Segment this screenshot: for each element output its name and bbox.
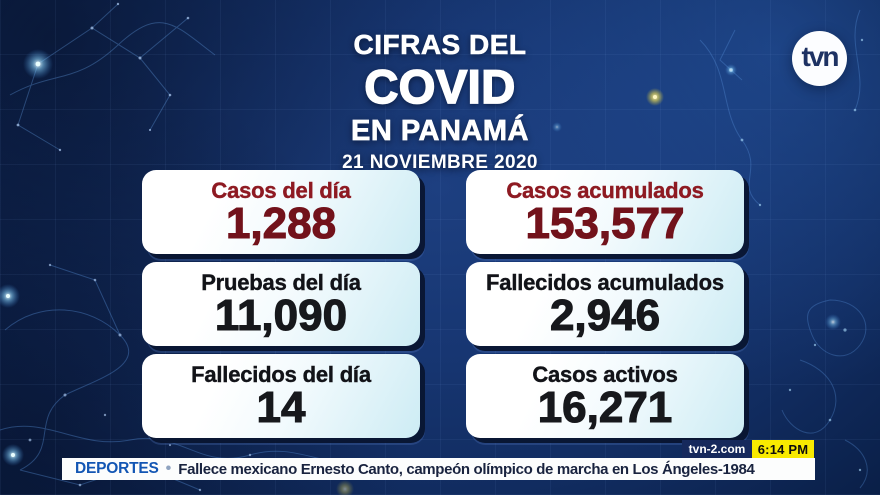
ticker-headline: Fallece mexicano Ernesto Canto, campeón … bbox=[178, 460, 755, 478]
stats-grid: Casos del día 1,288 Casos acumulados 153… bbox=[142, 170, 744, 438]
title-line-3: EN PANAMÁ bbox=[351, 115, 529, 147]
stat-value: 16,271 bbox=[537, 383, 673, 433]
tvn-logo: tvn bbox=[792, 31, 847, 86]
title-line-2: COVID bbox=[363, 60, 516, 113]
stat-card-pruebas-del-dia: Pruebas del día 11,090 bbox=[142, 262, 420, 346]
title-block: CIFRAS DEL COVID EN PANAMÁ 21 NOVIEMBRE … bbox=[0, 29, 880, 173]
stat-label: Casos activos bbox=[532, 362, 678, 388]
stat-card-fallecidos-del-dia: Fallecidos del día 14 bbox=[142, 354, 420, 438]
stat-label: Fallecidos acumulados bbox=[486, 270, 724, 296]
stat-value: 2,946 bbox=[549, 291, 661, 341]
stat-value: 153,577 bbox=[525, 199, 685, 249]
stat-label: Casos del día bbox=[211, 178, 351, 204]
stat-value: 1,288 bbox=[225, 199, 337, 249]
stat-value: 11,090 bbox=[214, 291, 348, 341]
stat-card-casos-acumulados: Casos acumulados 153,577 bbox=[466, 170, 744, 254]
stat-card-fallecidos-acumulados: Fallecidos acumulados 2,946 bbox=[466, 262, 744, 346]
ticker-bullet: • bbox=[165, 459, 172, 477]
stat-label: Pruebas del día bbox=[201, 270, 361, 296]
tvn-logo-text: tvn bbox=[801, 41, 840, 72]
ticker-category: DEPORTES bbox=[75, 460, 159, 477]
website-badge: tvn-2.com bbox=[682, 440, 752, 458]
stat-value: 14 bbox=[256, 383, 306, 433]
time-badge: 6:14 PM bbox=[752, 440, 814, 458]
title-date: 21 NOVIEMBRE 2020 bbox=[342, 152, 538, 173]
stat-label: Fallecidos del día bbox=[191, 362, 371, 388]
stat-label: Casos acumulados bbox=[506, 178, 704, 204]
news-ticker: DEPORTES • Fallece mexicano Ernesto Cant… bbox=[62, 458, 815, 480]
title-line-1: CIFRAS DEL bbox=[353, 29, 527, 60]
stat-card-casos-del-dia: Casos del día 1,288 bbox=[142, 170, 420, 254]
stat-card-casos-activos: Casos activos 16,271 bbox=[466, 354, 744, 438]
